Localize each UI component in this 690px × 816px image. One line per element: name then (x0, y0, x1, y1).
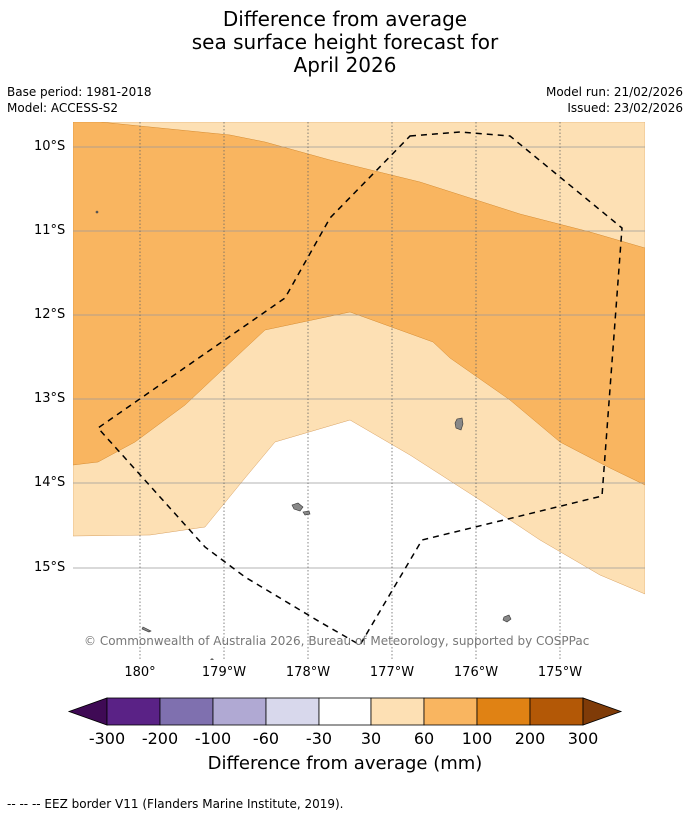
title-line-3: April 2026 (293, 53, 397, 77)
issued-date: Issued: 23/02/2026 (567, 101, 683, 115)
colorbar-extend-high (582, 697, 623, 726)
island-south (502, 614, 512, 623)
copyright-notice: © Commonwealth of Australia 2026, Bureau… (84, 634, 590, 648)
title-line-2: sea surface height forecast for (191, 30, 499, 54)
model-run: Model run: 21/02/2026 (545, 85, 683, 99)
band-60-100 (73, 122, 645, 486)
title-line-1: Difference from average (222, 7, 468, 31)
eez-legend: -- -- -- EEZ border V11 (Flanders Marine… (7, 797, 344, 811)
cb-label-4: -60 (252, 729, 280, 748)
island-east (454, 417, 464, 431)
lat-label-11s: 11°S (34, 223, 66, 238)
colorbar-seg-2 (159, 697, 214, 726)
cb-label-6: 30 (360, 729, 382, 748)
colorbar-seg-1 (106, 697, 161, 726)
cb-label-5: -30 (305, 729, 333, 748)
lat-label-12s: 12°S (34, 307, 66, 322)
cb-label-8: 100 (461, 729, 493, 748)
cb-label-2: -200 (141, 729, 179, 748)
map-area (73, 122, 645, 660)
eez-boundary (96, 131, 623, 647)
lat-gridlines (73, 146, 645, 569)
colorbar-seg-4 (265, 697, 320, 726)
lon-label-180: 180° (124, 665, 156, 680)
islet-southwest (141, 626, 152, 633)
lon-label-176w: 176°W (453, 665, 499, 680)
colorbar-seg-9 (529, 697, 584, 726)
lon-label-178w: 178°W (285, 665, 331, 680)
base-period: Base period: 1981-2018 (7, 85, 152, 99)
lon-label-175w: 175°W (537, 665, 583, 680)
lat-label-13s: 13°S (34, 391, 66, 406)
colorbar-seg-6 (370, 697, 425, 726)
island-central-a (291, 502, 304, 512)
islands (95, 210, 512, 660)
colorbar (67, 697, 623, 726)
colorbar-seg-3 (212, 697, 267, 726)
cb-label-7: 60 (413, 729, 435, 748)
meta-left: Base period: 1981-2018 Model: ACCESS-S2 (7, 84, 152, 116)
colorbar-title: Difference from average (mm) (207, 753, 483, 774)
islet-north (95, 210, 99, 214)
lon-label-179w: 179°W (201, 665, 247, 680)
lon-label-177w: 177°W (369, 665, 415, 680)
lat-label-15s: 15°S (34, 560, 66, 575)
cb-label-3: -100 (194, 729, 232, 748)
colorbar-extend-low (67, 697, 108, 726)
cb-label-1: -300 (88, 729, 126, 748)
cb-label-9: 200 (514, 729, 546, 748)
colorbar-seg-8 (476, 697, 531, 726)
chart-title: Difference from average sea surface heig… (0, 8, 690, 77)
meta-right: Model run: 21/02/2026 Issued: 23/02/2026 (546, 84, 683, 116)
colorbar-seg-7 (423, 697, 478, 726)
lat-label-14s: 14°S (34, 475, 66, 490)
lat-label-10s: 10°S (34, 139, 66, 154)
island-central-b (302, 510, 311, 516)
colorbar-seg-5 (318, 697, 372, 726)
islet-south (210, 658, 214, 660)
cb-label-10: 300 (567, 729, 599, 748)
model-name: Model: ACCESS-S2 (7, 101, 119, 115)
lon-gridlines (139, 122, 561, 660)
